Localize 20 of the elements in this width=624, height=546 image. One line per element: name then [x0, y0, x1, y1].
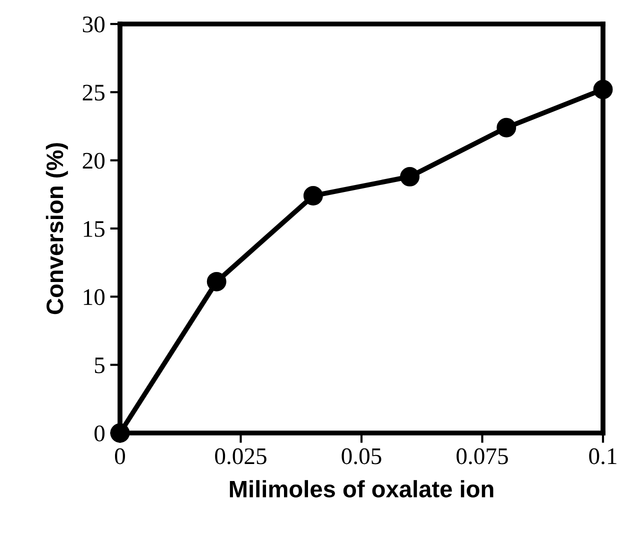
- x-tick-label: 0.05: [342, 448, 382, 464]
- y-tick-label: 30: [82, 16, 105, 32]
- x-tick-label: 0.025: [215, 448, 266, 464]
- y-tick-label: 10: [84, 289, 105, 306]
- y-tick-label: 15: [84, 221, 104, 237]
- point: [110, 423, 130, 443]
- x-axis-title: Milimoles of oxalate ion: [230, 480, 494, 498]
- y-tick-label: 0: [94, 425, 105, 442]
- x-tick-label: 0.075: [456, 448, 508, 464]
- x-tick-label: 0: [114, 448, 126, 464]
- x-tick-label: 0.1: [589, 448, 616, 464]
- point: [496, 118, 516, 138]
- y-axis-title: Conversion (%): [46, 143, 68, 314]
- point: [400, 166, 420, 186]
- y-tick-label: 25: [82, 84, 104, 101]
- point: [206, 272, 226, 292]
- point: [593, 80, 613, 100]
- point: [303, 186, 323, 206]
- y-tick-label: 20: [82, 152, 105, 169]
- y-tick-label: 5: [94, 358, 104, 374]
